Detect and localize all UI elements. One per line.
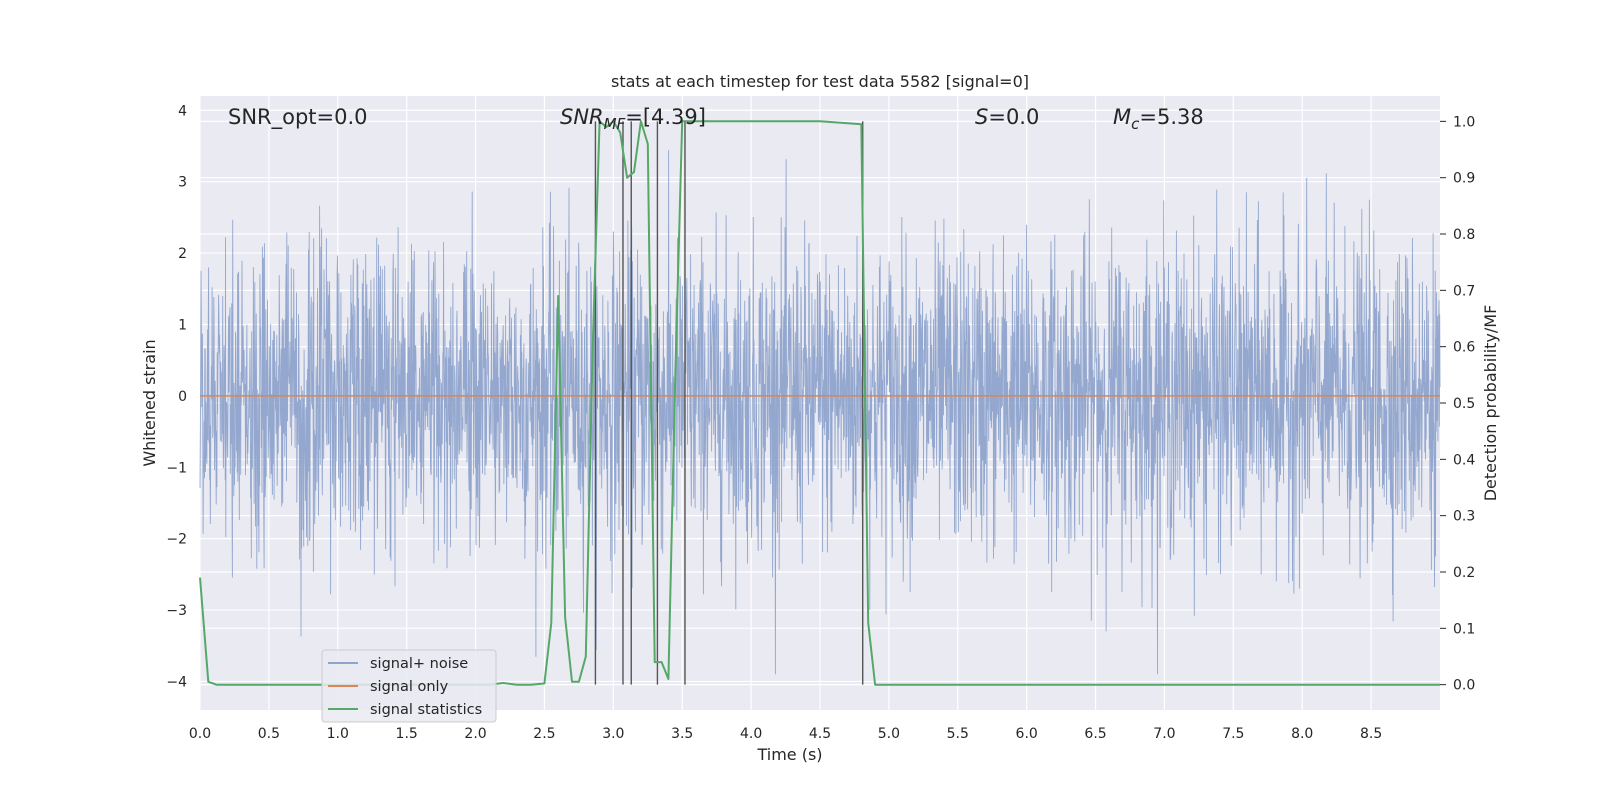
- y2-tick-4: 0.6: [1453, 340, 1475, 356]
- mc-value: =5.38: [1139, 105, 1203, 129]
- x-tick-2: 1.0: [327, 726, 349, 742]
- x-tick-12: 6.0: [1016, 726, 1038, 742]
- x-tick-17: 8.5: [1360, 726, 1382, 742]
- x-tick-7: 3.5: [671, 726, 693, 742]
- x-tick-11: 5.5: [947, 726, 969, 742]
- s-symbol: S: [975, 105, 988, 129]
- x-tick-4: 2.0: [464, 726, 486, 742]
- x-tick-14: 7.0: [1153, 726, 1175, 742]
- x-axis-label: Time (s): [756, 745, 822, 764]
- y2-tick-8: 0.2: [1453, 565, 1475, 581]
- legend-label-noise: signal+ noise: [370, 656, 468, 672]
- x-tick-0: 0.0: [189, 726, 211, 742]
- snr-mf-value: =[4.39]: [625, 105, 706, 129]
- x-tick-6: 3.0: [602, 726, 624, 742]
- legend-label-stats: signal statistics: [370, 702, 482, 718]
- annotation-snr-mf: SNRMF=[4.39]: [560, 105, 706, 133]
- y2-tick-2: 0.8: [1453, 227, 1475, 243]
- x-tick-8: 4.0: [740, 726, 762, 742]
- chart-title: stats at each timestep for test data 558…: [611, 72, 1029, 91]
- legend-label-signal: signal only: [370, 679, 449, 695]
- x-tick-16: 8.0: [1291, 726, 1313, 742]
- y-tick-2: 2: [178, 246, 187, 262]
- y2-tick-7: 0.3: [1453, 509, 1475, 525]
- x-tick-10: 5.0: [878, 726, 900, 742]
- y-tick-7: −3: [166, 603, 187, 619]
- snr-mf-subscript: MF: [604, 115, 626, 133]
- y-tick-8: −4: [166, 674, 187, 690]
- annotation-snr-opt: SNR_opt=0.0: [228, 105, 368, 130]
- statistics-series: [199, 120, 1440, 686]
- x-tick-9: 4.5: [809, 726, 831, 742]
- x-tick-15: 7.5: [1222, 726, 1244, 742]
- y2-tick-10: 0.0: [1453, 678, 1475, 694]
- s-value: =0.0: [988, 105, 1039, 129]
- x-tick-5: 2.5: [533, 726, 555, 742]
- y2-tick-5: 0.5: [1453, 396, 1475, 412]
- y-axis-label: Whitened strain: [140, 339, 159, 466]
- legend: signal+ noise signal only signal statist…: [321, 649, 497, 723]
- mc-subscript: c: [1131, 115, 1140, 133]
- x-tick-13: 6.5: [1084, 726, 1106, 742]
- y2-tick-6: 0.4: [1453, 452, 1475, 468]
- y2-tick-3: 0.7: [1453, 283, 1475, 299]
- annotation-mc: Mc=5.38: [1113, 105, 1204, 133]
- mc-symbol: M: [1113, 105, 1131, 129]
- y-tick-5: −1: [166, 460, 187, 476]
- x-tick-1: 0.5: [258, 726, 280, 742]
- y2-tick-labels: 1.0 0.9 0.8 0.7 0.6 0.5 0.4 0.3 0.2 0.1 0.0: [1440, 114, 1475, 694]
- y2-tick-1: 0.9: [1453, 171, 1475, 187]
- y2-tick-0: 1.0: [1453, 114, 1475, 130]
- annotation-s: S=0.0: [975, 105, 1039, 129]
- legend-box: [321, 649, 497, 723]
- y-tick-labels: 4 3 2 1 0 −1 −2 −3 −4: [166, 103, 187, 690]
- y-tick-3: 1: [178, 317, 187, 333]
- y-tick-4: 0: [178, 389, 187, 405]
- y-tick-0: 4: [178, 103, 187, 119]
- x-tick-3: 1.5: [396, 726, 418, 742]
- y2-axis-label: Detection probability/MF: [1481, 305, 1500, 502]
- statistics-line: [199, 120, 1440, 686]
- y2-tick-9: 0.1: [1453, 621, 1475, 637]
- noise-line: [199, 150, 1441, 675]
- y-tick-6: −2: [166, 532, 187, 548]
- snr-mf-symbol: SNR: [560, 105, 604, 129]
- y-tick-1: 3: [178, 175, 187, 191]
- noise-series: [199, 150, 1441, 675]
- x-tick-labels: 0.0 0.5 1.0 1.5 2.0 2.5 3.0 3.5 4.0 4.5 5.0 5.5 6.0 6…: [189, 726, 1382, 742]
